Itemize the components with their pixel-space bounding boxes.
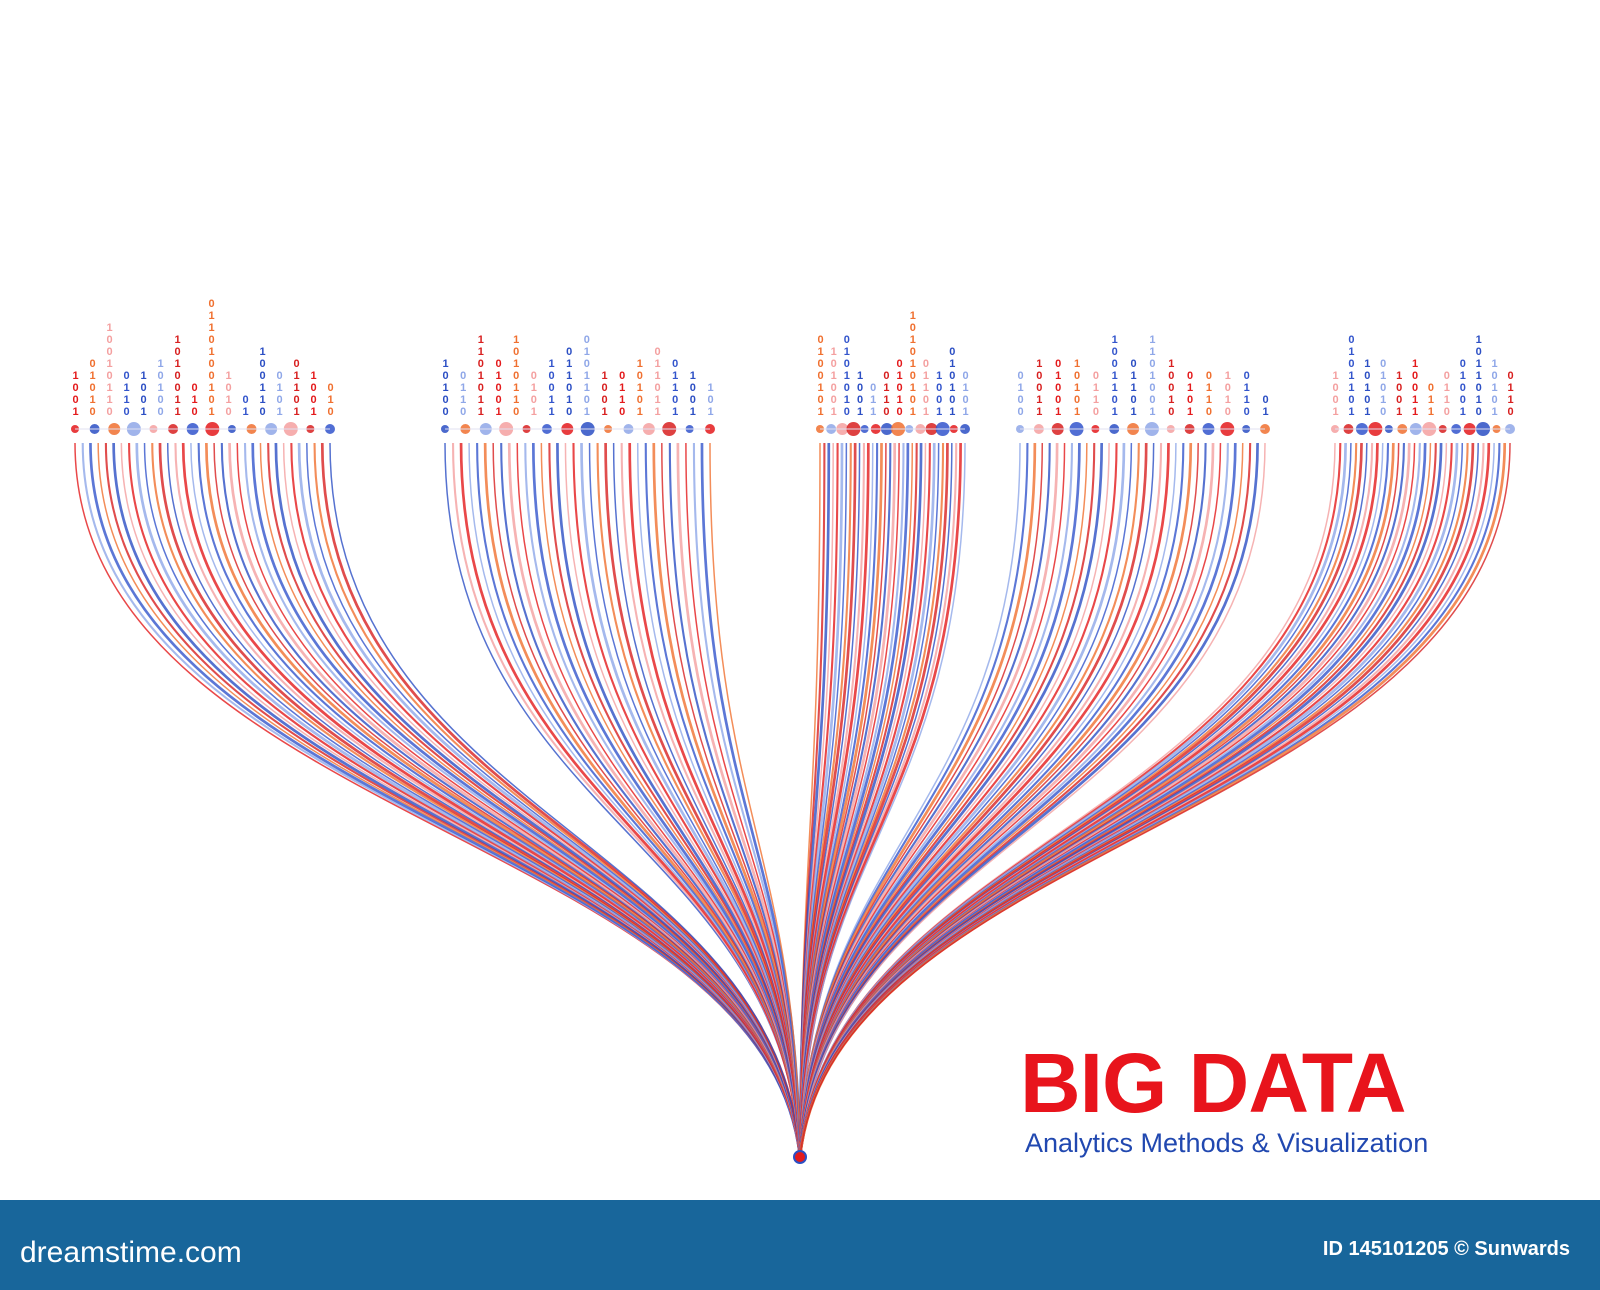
binary-column: 0101 xyxy=(530,370,537,418)
binary-column: 0110 xyxy=(123,370,130,418)
binary-column: 1001 xyxy=(601,370,608,418)
flow-line xyxy=(799,442,966,1158)
binary-column: 011 xyxy=(870,382,877,418)
binary-column: 010101 xyxy=(949,346,956,418)
binary-column: 01101 xyxy=(672,358,679,418)
binary-column: 10010110 xyxy=(106,322,113,418)
binary-column: 0110 xyxy=(460,370,467,418)
binary-column: 010 xyxy=(191,382,198,418)
binary-column: 0101010 xyxy=(843,334,850,418)
binary-column: 1001 xyxy=(689,370,696,418)
binary-column: 01 xyxy=(1262,394,1269,418)
binary-column: 010 xyxy=(327,382,334,418)
binary-column: 1011010 xyxy=(1475,334,1482,418)
binary-column: 01010 xyxy=(896,358,903,418)
binary-column: 1001 xyxy=(310,370,317,418)
binary-column: 1101011 xyxy=(477,334,484,418)
binary-column: 1001 xyxy=(72,370,79,418)
binary-column: 0110 xyxy=(1443,370,1450,418)
binary-column: 0110100101 xyxy=(208,298,215,418)
focus-point xyxy=(793,1150,807,1164)
binary-column: 0101 xyxy=(1187,370,1194,418)
binary-column: 10010 xyxy=(1168,358,1175,418)
binary-column: 10101 xyxy=(1364,358,1371,418)
binary-column: 100110 xyxy=(259,346,266,418)
binary-column: 1001101 xyxy=(1111,334,1118,418)
subheadline: Analytics Methods & Visualization xyxy=(1025,1128,1429,1158)
flow-lines xyxy=(71,422,1515,1164)
binary-column: 10101 xyxy=(636,358,643,418)
flow-line xyxy=(644,442,802,1158)
binary-column: 01001 xyxy=(495,358,502,418)
flow-line xyxy=(709,442,801,1158)
binary-column: 10101 xyxy=(1073,358,1081,418)
binary-column: 01101 xyxy=(1130,358,1137,418)
binary-column: 10101 xyxy=(1491,358,1498,418)
binary-column: 1010110 xyxy=(513,334,520,418)
binary-column: 1010011 xyxy=(174,334,181,418)
binary-column: 1001 xyxy=(856,370,864,418)
binary-column: 10011 xyxy=(1411,358,1419,418)
binary-column: 01 xyxy=(242,394,249,418)
binary-column: 0101101 xyxy=(583,334,590,418)
binary-column: 0100101 xyxy=(817,334,824,418)
binary-column: 101010101 xyxy=(909,310,916,418)
binary-column: 01101 xyxy=(922,358,930,418)
binary-column: 10011 xyxy=(548,358,555,418)
binary-column: 10011 xyxy=(1036,358,1043,418)
binary-column: 1010 xyxy=(225,370,232,418)
binary-column: 01010 xyxy=(89,358,96,418)
binary-column: 0110 xyxy=(1507,370,1514,418)
binary-column: 01010 xyxy=(1380,358,1387,418)
flow-line xyxy=(329,442,801,1158)
binary-column: 101001 xyxy=(830,346,837,418)
binary-column: 01101 xyxy=(293,358,300,418)
binary-column: 01001 xyxy=(1459,358,1466,418)
binary-column: 0101 xyxy=(276,370,283,418)
binary-column: 1001 xyxy=(1332,370,1339,418)
flow-line xyxy=(290,442,802,1158)
binary-column: 0110 xyxy=(619,370,626,418)
binary-column: 011 xyxy=(1427,382,1435,418)
binary-column: 011010 xyxy=(566,346,573,418)
binary-column: 1001 xyxy=(936,370,943,418)
binary-column: 10100 xyxy=(157,358,164,418)
flow-line xyxy=(628,442,802,1158)
binary-column: 1010 xyxy=(1224,370,1231,418)
binary-column: 1001 xyxy=(140,370,147,418)
binary-column: 1001 xyxy=(1396,370,1403,418)
image-credit: ID 145101205 © Sunwards xyxy=(1322,1238,1570,1260)
binary-column: 1101001 xyxy=(1149,334,1156,418)
flow-line xyxy=(799,442,1511,1158)
binary-column: 011011 xyxy=(654,346,661,418)
flow-line xyxy=(507,442,802,1158)
binary-column: 0100 xyxy=(1017,370,1024,418)
binary-column: 0101 xyxy=(962,370,969,418)
binary-column: 10100 xyxy=(442,358,449,418)
footer-bar: dreamstime.com ID 145101205 © Sunwards xyxy=(0,1200,1600,1290)
binary-column: 0110 xyxy=(883,370,890,418)
headline: BIG DATA xyxy=(1020,1036,1407,1130)
binary-column: 0110 xyxy=(1092,370,1099,418)
binary-column: 0110 xyxy=(1205,370,1213,418)
binary-column: 0110 xyxy=(1243,370,1250,418)
binary-column: 101 xyxy=(707,382,714,418)
site-name: dreamstime.com xyxy=(20,1236,242,1269)
flow-line xyxy=(799,442,1266,1158)
binary-column: 0101101 xyxy=(1348,334,1355,418)
binary-column: 01001 xyxy=(1055,358,1062,418)
